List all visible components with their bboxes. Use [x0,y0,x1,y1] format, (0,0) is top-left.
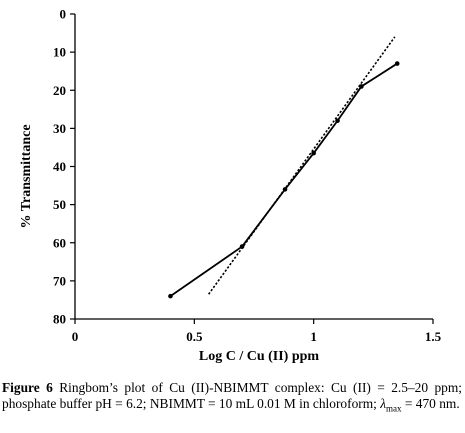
y-tick-label: 20 [53,83,66,98]
x-tick-label: 1 [310,329,317,344]
x-tick-label: 0 [72,329,79,344]
x-tick-label: 0.5 [186,329,203,344]
y-axis-title: % Transmittance [19,124,34,228]
labels-layer: 0 10 20 30 40 50 60 70 80 0 0.5 1 1.5 Log C / Cu (II)… [19,7,442,365]
x-axis-title: Log C / Cu (II) ppm [199,349,320,364]
lambda-symbol: λ [380,396,387,411]
lambda-subscript: max [386,403,402,414]
y-tick-label: 50 [53,197,66,212]
series-layer [168,36,400,299]
caption-text: Ringbom’s plot of Cu (II)-NBIMMT complex… [2,380,462,411]
tangent-line [208,36,396,295]
data-point [311,150,316,156]
y-tick-label: 70 [53,273,66,288]
y-tick-label: 30 [53,121,66,136]
axes [70,13,434,324]
figure-caption: Figure 6 Ringbom’s plot of Cu (II)-NBIMM… [2,380,462,417]
caption-label: Figure 6 [2,380,53,395]
data-line [169,62,398,297]
data-point [335,118,340,124]
y-tick-label: 0 [60,7,67,22]
y-tick-label: 60 [53,235,66,250]
y-tick-label: 10 [53,45,66,60]
data-point [394,61,400,66]
chart: 0 10 20 30 40 50 60 70 80 0 0.5 1 1.5 Log C / Cu (II)… [19,7,442,365]
data-point [168,293,173,299]
y-tick-label: 80 [53,312,66,327]
x-tick-label: 1.5 [425,329,442,344]
lambda-max: λmax [380,396,402,414]
lambda-value: = 470 nm. [401,396,460,411]
y-tick-label: 40 [53,159,66,174]
